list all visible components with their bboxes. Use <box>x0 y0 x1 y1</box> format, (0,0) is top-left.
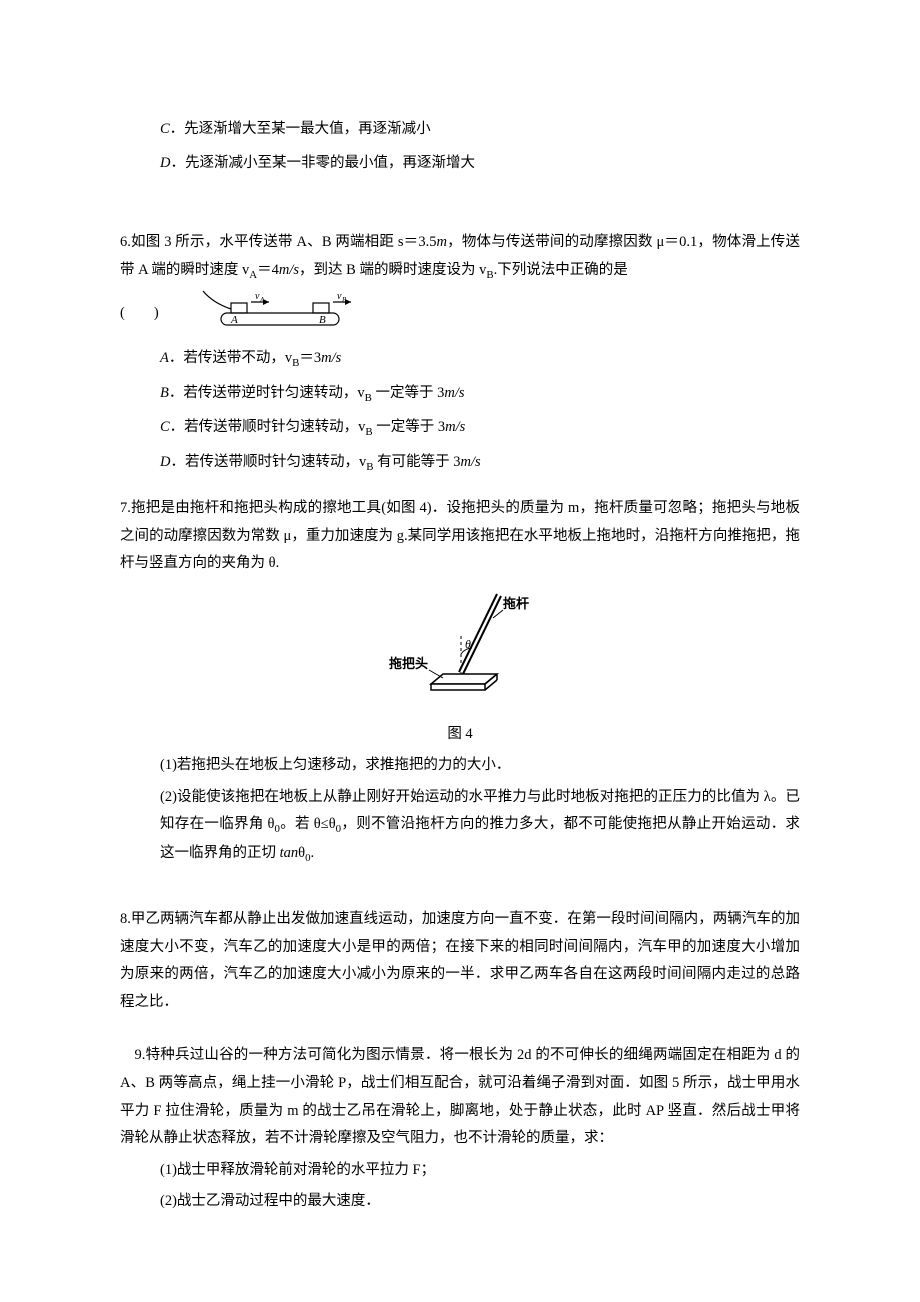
q5-option-c: C．先逐渐增大至某一最大值，再逐渐减小 <box>160 116 800 144</box>
q9-stem: 9.特种兵过山谷的一种方法可简化为图示情景．将一根长为 2d 的不可伸长的细绳两… <box>120 1042 800 1152</box>
option-sub: B <box>365 392 372 404</box>
svg-text:A: A <box>259 296 265 304</box>
option-post: 一定等于 3 <box>373 419 446 435</box>
option-letter: A <box>160 350 169 366</box>
option-pre: ．若传送带顺时针匀速转动，v <box>170 454 366 470</box>
q6-text-c: ＝4 <box>257 262 279 278</box>
option-pre: ．若传送带逆时针匀速转动，v <box>169 385 365 401</box>
option-unit: m/s <box>444 385 464 401</box>
option-text: ．先逐渐增大至某一最大值，再逐渐减小 <box>170 121 431 137</box>
mop-rod-label: 拖杆 <box>503 596 529 611</box>
q7-part1: (1)若拖把头在地板上匀速移动，求推拖把的力的大小． <box>120 752 800 780</box>
option-letter: C <box>160 419 170 435</box>
option-letter: B <box>160 385 169 401</box>
theta-label: θ <box>465 637 471 651</box>
q7-figure-caption: 图 4 <box>120 721 800 749</box>
q6-text-e: .下列说法中正确的是 <box>494 262 628 278</box>
q7-p2-d: . <box>311 845 315 861</box>
conveyor-belt-figure: v A v B A B <box>195 289 365 339</box>
q6-option-d: D．若传送带顺时针匀速转动，vB 有可能等于 3m/s <box>160 449 800 478</box>
q5-options-tail: C．先逐渐增大至某一最大值，再逐渐减小 D．先逐渐减小至某一非零的最小值，再逐渐… <box>120 116 800 177</box>
subscript-a: A <box>249 269 257 281</box>
option-pre: ．若传送带顺时针匀速转动，v <box>170 419 366 435</box>
option-letter: D <box>160 155 170 171</box>
q6-blank-paren: ( ) <box>120 300 159 328</box>
q7-figure: 拖杆 θ 拖把头 图 4 <box>120 588 800 748</box>
conveyor-label-a: A <box>230 314 238 326</box>
option-unit: m/s <box>321 350 341 366</box>
q6-text-d: ，到达 B 端的瞬时速度设为 v <box>299 262 486 278</box>
svg-text:B: B <box>342 296 347 304</box>
mop-head-label: 拖把头 <box>389 656 428 671</box>
q9-part1: (1)战士甲释放滑轮前对滑轮的水平拉力 F； <box>120 1157 800 1185</box>
q6-option-c: C．若传送带顺时针匀速转动，vB 一定等于 3m/s <box>160 414 800 443</box>
q7-stem: 7.拖把是由拖杆和拖把头构成的擦地工具(如图 4)．设拖把头的质量为 m，拖杆质… <box>120 495 800 578</box>
subscript-b: B <box>486 269 493 281</box>
unit-ms: m/s <box>279 262 299 278</box>
q6-figure-row: ( ) v A v B A B <box>120 289 800 339</box>
q9-part2: (2)战士乙滑动过程中的最大速度． <box>120 1188 800 1216</box>
q6-stem: 6.如图 3 所示，水平传送带 A、B 两端相距 s＝3.5m，物体与传送带间的… <box>120 229 800 285</box>
option-post: 有可能等于 3 <box>373 454 460 470</box>
q5-option-d: D．先逐渐减小至某一非零的最小值，再逐渐增大 <box>160 150 800 178</box>
option-text: ．先逐渐减小至某一非零的最小值，再逐渐增大 <box>170 155 475 171</box>
option-letter: C <box>160 121 170 137</box>
conveyor-label-b: B <box>319 314 326 326</box>
unit-m: m <box>436 234 446 250</box>
q6-text-a: 6.如图 3 所示，水平传送带 A、B 两端相距 s＝3.5 <box>120 234 436 250</box>
option-post: 一定等于 3 <box>372 385 445 401</box>
document-page: C．先逐渐增大至某一最大值，再逐渐减小 D．先逐渐减小至某一非零的最小值，再逐渐… <box>0 0 920 1302</box>
q7-p2-b: 。若 θ≤θ <box>280 816 336 832</box>
option-unit: m/s <box>460 454 480 470</box>
tan-label: tan <box>280 845 299 861</box>
q6-option-b: B．若传送带逆时针匀速转动，vB 一定等于 3m/s <box>160 380 800 409</box>
q8-stem: 8.甲乙两辆汽车都从静止出发做加速直线运动，加速度方向一直不变．在第一段时间间隔… <box>120 906 800 1016</box>
q6-options: A．若传送带不动，vB＝3m/s B．若传送带逆时针匀速转动，vB 一定等于 3… <box>120 345 800 477</box>
q6-option-a: A．若传送带不动，vB＝3m/s <box>160 345 800 374</box>
q7-part2: (2)设能使该拖把在地板上从静止刚好开始运动的水平推力与此时地板对拖把的正压力的… <box>120 784 800 869</box>
option-pre: ．若传送带不动，v <box>169 350 292 366</box>
option-unit: m/s <box>445 419 465 435</box>
option-post: ＝3 <box>299 350 321 366</box>
option-sub: B <box>365 426 372 438</box>
mop-figure-svg: 拖杆 θ 拖把头 <box>385 588 535 708</box>
option-letter: D <box>160 454 170 470</box>
